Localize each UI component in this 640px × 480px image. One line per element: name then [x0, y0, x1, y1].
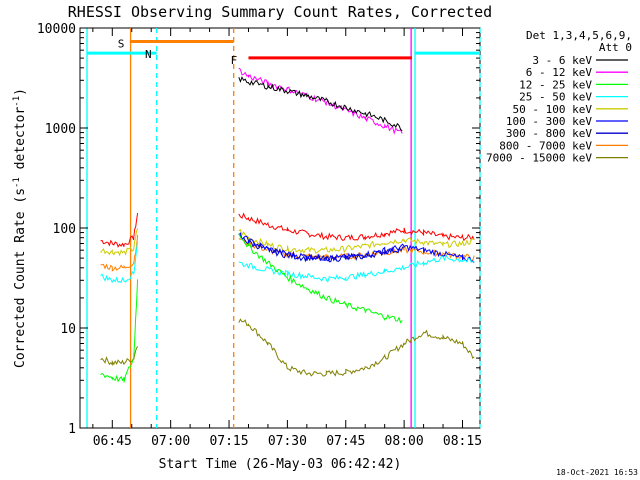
- plot-frame: [79, 27, 481, 429]
- plot-area: S N F: [79, 27, 481, 429]
- y-label-part1: Corrected Count Rate (s: [13, 188, 28, 368]
- x-tick-label: 07:00: [151, 434, 190, 449]
- series-line-5: [238, 232, 475, 263]
- y-tick-label: 1000: [45, 122, 76, 137]
- legend-label: 50 - 100 keV: [513, 103, 593, 116]
- flag-label-f: F: [231, 54, 238, 67]
- series-line-7: [238, 237, 475, 261]
- x-tick-label: 07:45: [326, 434, 365, 449]
- y-label-part3: ): [13, 88, 28, 96]
- series-line-4: [238, 228, 475, 254]
- series-line-0: [238, 76, 403, 132]
- legend-label: 100 - 300 keV: [506, 115, 592, 128]
- series-line-3: [238, 254, 475, 283]
- legend-header-attenuator: Att 0: [599, 41, 632, 54]
- series-line-3: [100, 241, 139, 284]
- series-line-7: [100, 234, 139, 272]
- series-line-6: [238, 234, 405, 263]
- chart-title: RHESSI Observing Summary Count Rates, Co…: [68, 3, 492, 21]
- legend-label: 25 - 50 keV: [519, 91, 592, 104]
- y-label-sup1: -1: [12, 177, 22, 188]
- legend-label: 800 - 7000 keV: [499, 139, 592, 152]
- series-line-9: [100, 213, 139, 248]
- y-label-sup2: -1: [12, 96, 22, 107]
- series-line-2: [238, 233, 403, 324]
- y-tick-label: 1: [68, 422, 76, 437]
- y-axis: 1 10 100 1000 10000: [37, 22, 480, 437]
- y-label-part2: detector: [13, 107, 28, 178]
- x-axis-label: Start Time (26-May-03 06:42:42): [159, 457, 402, 472]
- legend-header-detectors: Det 1,3,4,5,6,9,: [526, 29, 632, 42]
- x-tick-label: 08:15: [443, 434, 482, 449]
- legend-label: 12 - 25 keV: [519, 78, 592, 91]
- series-line-4: [100, 228, 139, 257]
- flag-label-s: S: [118, 37, 125, 50]
- legend-label: 300 - 800 keV: [506, 127, 592, 140]
- legend-label: 6 - 12 keV: [526, 66, 593, 79]
- x-tick-label: 07:15: [209, 434, 248, 449]
- y-tick-label: 10: [60, 322, 76, 337]
- y-axis-label: Corrected Count Rate (s-1 detector-1): [12, 88, 28, 368]
- series-line-8: [238, 318, 475, 377]
- x-tick-label: 08:00: [385, 434, 424, 449]
- series-line-9: [238, 212, 475, 242]
- y-tick-label: 10000: [37, 22, 76, 37]
- series-line-1: [238, 67, 403, 135]
- y-tick-label: 100: [53, 222, 76, 237]
- flag-label-n: N: [145, 48, 152, 61]
- legend-label: 3 - 6 keV: [532, 54, 592, 67]
- footer-date: 18-Oct-2021 16:53: [556, 468, 638, 477]
- series-line-2: [100, 279, 139, 383]
- x-tick-label: 07:30: [268, 434, 307, 449]
- legend-label: 7000 - 15000 keV: [486, 152, 592, 165]
- x-axis: 06:45 07:00 07:15 07:30 07:45 08:00 08:15: [92, 28, 482, 449]
- x-tick-label: 06:45: [93, 434, 132, 449]
